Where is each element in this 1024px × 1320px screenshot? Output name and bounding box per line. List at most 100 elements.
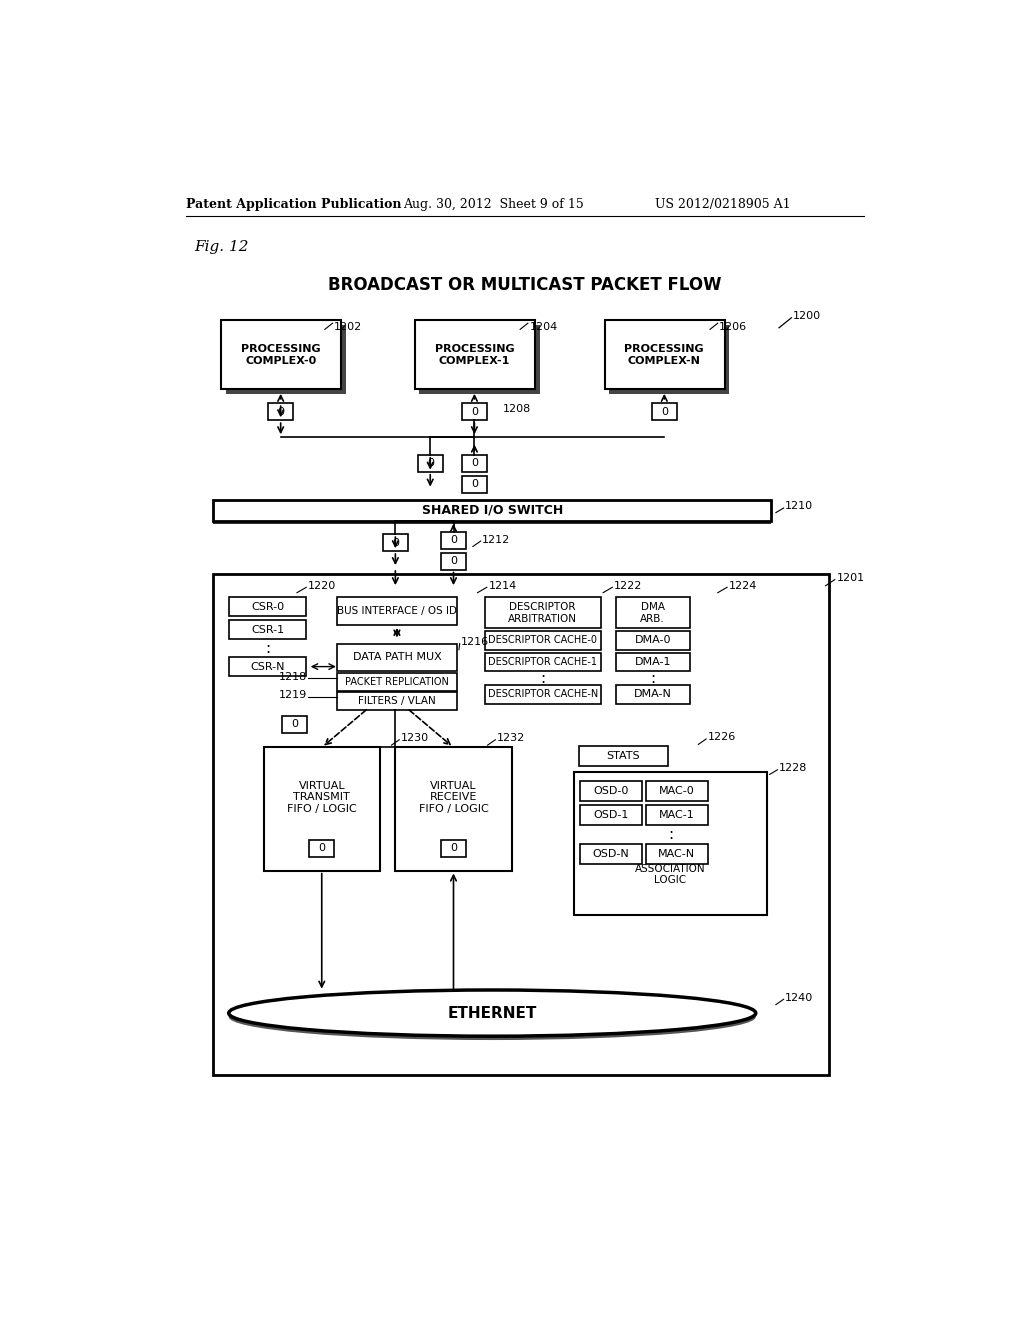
Text: 1224: 1224 [729, 581, 757, 591]
Bar [580, 780, 642, 800]
Text: 0: 0 [318, 843, 326, 853]
Text: DESCRIPTOR
ARBITRATION: DESCRIPTOR ARBITRATION [508, 602, 578, 623]
Text: :: : [668, 826, 673, 842]
Text: 0: 0 [278, 407, 285, 417]
Text: DATA PATH MUX: DATA PATH MUX [352, 652, 441, 663]
Bar [213, 503, 771, 524]
Text: 0: 0 [471, 458, 478, 469]
Text: VIRTUAL
RECEIVE
FIFO / LOGIC: VIRTUAL RECEIVE FIFO / LOGIC [419, 781, 488, 814]
Text: 1208: 1208 [503, 404, 531, 414]
Text: 0: 0 [427, 458, 434, 469]
Text: 1214: 1214 [488, 581, 517, 591]
Bar [441, 840, 466, 857]
Text: DESCRIPTOR CACHE-0: DESCRIPTOR CACHE-0 [488, 635, 597, 645]
Text: 1222: 1222 [614, 581, 642, 591]
Bar [609, 325, 729, 395]
Bar [646, 805, 708, 825]
Text: BUS INTERFACE / OS ID: BUS INTERFACE / OS ID [337, 606, 457, 616]
Text: 1201: 1201 [837, 573, 864, 583]
Ellipse shape [228, 994, 756, 1040]
Text: 1212: 1212 [482, 535, 510, 545]
Bar [337, 673, 458, 692]
Text: VIRTUAL
TRANSMIT
FIFO / LOGIC: VIRTUAL TRANSMIT FIFO / LOGIC [287, 781, 356, 814]
Text: 1202: 1202 [334, 322, 362, 331]
Bar [283, 715, 307, 733]
Bar [573, 772, 767, 915]
Text: DMA-N: DMA-N [634, 689, 672, 700]
Text: SHARED I/O SWITCH: SHARED I/O SWITCH [422, 504, 563, 517]
Text: 0: 0 [450, 536, 457, 545]
Text: ETHERNET: ETHERNET [447, 1006, 537, 1020]
Text: Fig. 12: Fig. 12 [194, 240, 249, 253]
Text: PROCESSING
COMPLEX-1: PROCESSING COMPLEX-1 [434, 345, 514, 366]
Text: 0: 0 [291, 719, 298, 730]
Text: Patent Application Publication: Patent Application Publication [186, 198, 401, 211]
Text: MAC-N: MAC-N [658, 849, 695, 859]
Bar [579, 746, 669, 766]
Bar [484, 653, 601, 671]
Text: CSR-N: CSR-N [250, 661, 285, 672]
Text: DESCRIPTOR CACHE-1: DESCRIPTOR CACHE-1 [488, 657, 597, 667]
Bar [415, 321, 535, 389]
Bar [228, 620, 306, 639]
Text: 1210: 1210 [785, 502, 813, 511]
Text: DMA-0: DMA-0 [635, 635, 671, 645]
Text: 1220: 1220 [308, 581, 336, 591]
Bar [604, 321, 725, 389]
Text: DMA-1: DMA-1 [635, 657, 671, 667]
Bar [337, 692, 458, 710]
Ellipse shape [228, 990, 756, 1036]
Bar [420, 325, 540, 395]
Bar [462, 404, 486, 420]
Text: OSD-1: OSD-1 [593, 810, 629, 820]
Bar [213, 574, 829, 1074]
Bar [337, 644, 458, 671]
Bar [268, 404, 293, 420]
Text: PACKET REPLICATION: PACKET REPLICATION [345, 677, 449, 686]
Text: 1226: 1226 [708, 733, 736, 742]
Bar [225, 325, 346, 395]
Text: 1230: 1230 [400, 733, 429, 743]
Text: 1228: 1228 [779, 763, 807, 774]
Bar [228, 657, 306, 676]
Bar [213, 499, 771, 521]
Bar [441, 532, 466, 549]
Bar [484, 598, 601, 628]
Bar [221, 321, 341, 389]
Text: 1216: 1216 [461, 638, 489, 647]
Text: 0: 0 [450, 556, 457, 566]
Text: DMA
ARB.: DMA ARB. [640, 602, 665, 623]
Text: DESCRIPTOR CACHE-N: DESCRIPTOR CACHE-N [487, 689, 598, 700]
Text: MAC-1: MAC-1 [658, 810, 694, 820]
Text: CSR-1: CSR-1 [251, 624, 284, 635]
Bar [309, 840, 334, 857]
Text: Aug. 30, 2012  Sheet 9 of 15: Aug. 30, 2012 Sheet 9 of 15 [403, 198, 584, 211]
Text: 1200: 1200 [793, 312, 821, 321]
Bar [652, 404, 677, 420]
Text: 1218: 1218 [280, 672, 307, 681]
Bar [646, 780, 708, 800]
Text: :: : [540, 671, 545, 685]
Text: MAC-0: MAC-0 [658, 785, 694, 796]
Text: 1219: 1219 [280, 690, 307, 700]
Text: CSR-0: CSR-0 [251, 602, 284, 611]
Bar [337, 597, 458, 626]
Bar [616, 598, 690, 628]
Text: STATS: STATS [606, 751, 640, 760]
Text: ASSOCIATION
LOGIC: ASSOCIATION LOGIC [635, 863, 706, 886]
Bar [616, 685, 690, 704]
Text: 0: 0 [471, 407, 478, 417]
Text: :: : [650, 671, 655, 685]
Bar [580, 843, 642, 863]
Text: 1206: 1206 [719, 322, 748, 331]
Text: OSD-N: OSD-N [593, 849, 629, 859]
Text: PROCESSING
COMPLEX-0: PROCESSING COMPLEX-0 [241, 345, 321, 366]
Bar [462, 475, 486, 492]
Text: 0: 0 [450, 843, 457, 853]
Bar [228, 597, 306, 615]
Bar [616, 653, 690, 671]
Bar [395, 747, 512, 871]
Bar [383, 535, 408, 552]
Text: FILTERS / VLAN: FILTERS / VLAN [358, 696, 436, 706]
Bar [616, 631, 690, 649]
